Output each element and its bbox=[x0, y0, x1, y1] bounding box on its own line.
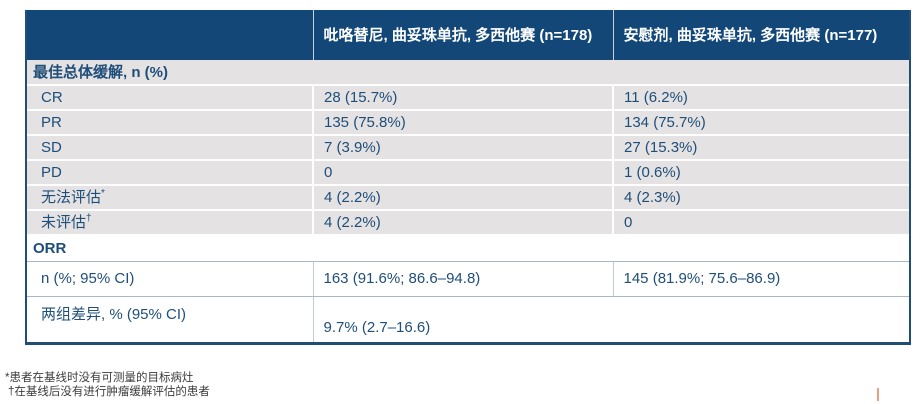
cell-pyrotinib: 7 (3.9%) bbox=[312, 135, 613, 161]
cell-placebo: 27 (15.3%) bbox=[612, 135, 909, 161]
row-label: PR bbox=[27, 110, 313, 136]
row-label: 两组差异, % (95% CI) bbox=[27, 296, 313, 342]
row-label-text: 未评估 bbox=[41, 214, 87, 231]
row-label-text: PR bbox=[41, 114, 62, 131]
cell-placebo: 145 (81.9%; 75.6–86.9) bbox=[612, 261, 909, 297]
footnote-marker: † bbox=[86, 213, 92, 224]
row-label-text: PD bbox=[41, 164, 62, 181]
row-label: 未评估† bbox=[27, 210, 313, 236]
table-row-not-evaluable: 无法评估* 4 (2.2%) 4 (2.3%) bbox=[27, 185, 909, 211]
row-label: SD bbox=[27, 135, 313, 161]
cell-pyrotinib: 28 (15.7%) bbox=[312, 85, 613, 111]
cell-pyrotinib: 163 (91.6%; 86.6–94.8) bbox=[312, 261, 613, 297]
table-row-orr-ci: n (%; 95% CI) 163 (91.6%; 86.6–94.8) 145… bbox=[27, 261, 909, 297]
section-title: 最佳总体缓解, n (%) bbox=[27, 60, 909, 86]
header-row: 吡咯替尼, 曲妥珠单抗, 多西他赛 (n=178) 安慰剂, 曲妥珠单抗, 多西… bbox=[27, 10, 909, 60]
footnote-asterisk: *患者在基线时没有可测量的目标病灶 bbox=[5, 372, 194, 384]
table-row-difference: 两组差异, % (95% CI) 9.7% (2.7–16.6) bbox=[27, 296, 909, 342]
row-label: PD bbox=[27, 160, 313, 186]
section-title: ORR bbox=[27, 235, 909, 262]
section-row-best-overall-response: 最佳总体缓解, n (%) bbox=[27, 60, 909, 86]
section-row-orr: ORR bbox=[27, 235, 909, 262]
row-label: n (%; 95% CI) bbox=[27, 261, 313, 297]
header-pyrotinib-arm: 吡咯替尼, 曲妥珠单抗, 多西他赛 (n=178) bbox=[312, 10, 613, 60]
header-placebo-arm: 安慰剂, 曲妥珠单抗, 多西他赛 (n=177) bbox=[612, 10, 909, 60]
table-row-pd: PD 0 1 (0.6%) bbox=[27, 160, 909, 186]
row-label: CR bbox=[27, 85, 313, 111]
table-header: 吡咯替尼, 曲妥珠单抗, 多西他赛 (n=178) 安慰剂, 曲妥珠单抗, 多西… bbox=[27, 10, 909, 60]
table-body: 最佳总体缓解, n (%) CR 28 (15.7%) 11 (6.2%) PR… bbox=[27, 60, 909, 342]
cell-pyrotinib: 4 (2.2%) bbox=[312, 210, 613, 236]
table-row-not-evaluated: 未评估† 4 (2.2%) 0 bbox=[27, 210, 909, 236]
footnote-marker: * bbox=[101, 188, 105, 199]
cell-placebo: 4 (2.3%) bbox=[612, 185, 909, 211]
header-empty-cell bbox=[27, 10, 313, 60]
footnotes: *患者在基线时没有可测量的目标病灶 †在基线后没有进行肿瘤缓解评估的患者 bbox=[5, 371, 210, 399]
row-label-text: CR bbox=[41, 89, 63, 106]
row-label-text: SD bbox=[41, 139, 62, 156]
table-row-pr: PR 135 (75.8%) 134 (75.7%) bbox=[27, 110, 909, 136]
cell-placebo: 134 (75.7%) bbox=[612, 110, 909, 136]
cursor-artifact-mark bbox=[877, 388, 879, 401]
cell-placebo: 11 (6.2%) bbox=[612, 85, 909, 111]
cell-pyrotinib: 0 bbox=[312, 160, 613, 186]
table-row-sd: SD 7 (3.9%) 27 (15.3%) bbox=[27, 135, 909, 161]
cell-pyrotinib: 135 (75.8%) bbox=[312, 110, 613, 136]
row-label: 无法评估* bbox=[27, 185, 313, 211]
footnote-dagger: †在基线后没有进行肿瘤缓解评估的患者 bbox=[8, 386, 210, 398]
results-table-container: 吡咯替尼, 曲妥珠单抗, 多西他赛 (n=178) 安慰剂, 曲妥珠单抗, 多西… bbox=[25, 10, 911, 345]
cell-pyrotinib: 4 (2.2%) bbox=[312, 185, 613, 211]
results-table: 吡咯替尼, 曲妥珠单抗, 多西他赛 (n=178) 安慰剂, 曲妥珠单抗, 多西… bbox=[27, 10, 909, 342]
table-row-cr: CR 28 (15.7%) 11 (6.2%) bbox=[27, 85, 909, 111]
cell-placebo: 1 (0.6%) bbox=[612, 160, 909, 186]
cell-difference-value: 9.7% (2.7–16.6) bbox=[312, 296, 909, 342]
row-label-text: 无法评估 bbox=[41, 189, 102, 206]
cell-placebo: 0 bbox=[612, 210, 909, 236]
